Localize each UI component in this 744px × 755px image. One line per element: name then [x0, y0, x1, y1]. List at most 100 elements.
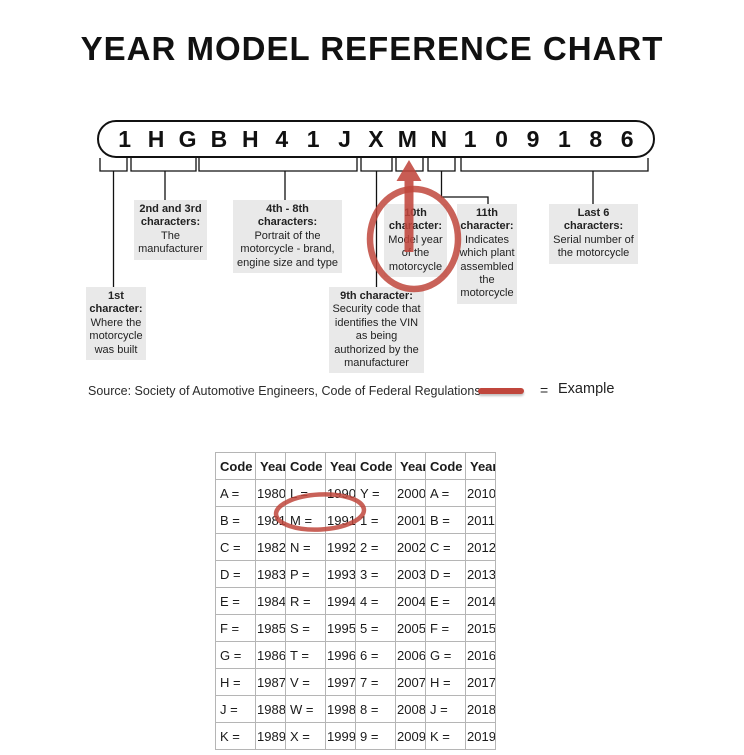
vin-char: 1	[306, 125, 320, 152]
code-cell: J =	[425, 695, 466, 723]
year-cell: 2001	[395, 506, 426, 534]
legend-label: Example	[558, 381, 615, 397]
table-header-cell: Code	[215, 452, 256, 480]
year-cell: 2002	[395, 533, 426, 561]
table-header-cell: Year	[465, 452, 496, 480]
vin-char: X	[368, 125, 384, 152]
table-row: H = 1987 V = 1997 7 = 2007 H = 2017	[215, 668, 496, 696]
vin-char: M	[397, 125, 417, 152]
callout-title: 10th character:	[388, 207, 443, 233]
code-cell: B =	[425, 506, 466, 534]
code-cell: C =	[215, 533, 256, 561]
code-cell: G =	[425, 641, 466, 669]
year-cell: 1991	[325, 506, 356, 534]
year-cell: 1986	[255, 641, 286, 669]
code-cell: B =	[215, 506, 256, 534]
vin-char: B	[210, 125, 228, 152]
legend-equals: =	[540, 382, 549, 398]
callout-9th-character: 9th character: Security code that identi…	[329, 287, 424, 374]
vin-char: J	[338, 125, 351, 152]
code-cell: 4 =	[355, 587, 396, 615]
year-cell: 1988	[255, 695, 286, 723]
table-row: F = 1985 S = 1995 5 = 2005 F = 2015	[215, 614, 496, 642]
year-cell: 1994	[325, 587, 356, 615]
vin-char: G	[178, 125, 197, 152]
year-cell: 1989	[255, 722, 286, 750]
code-cell: F =	[425, 614, 466, 642]
code-cell: A =	[215, 479, 256, 507]
code-cell: E =	[215, 587, 256, 615]
code-cell: V =	[285, 668, 326, 696]
table-header-cell: Year	[325, 452, 356, 480]
code-cell: 8 =	[355, 695, 396, 723]
table-header-cell: Code	[425, 452, 466, 480]
year-cell: 1985	[255, 614, 286, 642]
table-row: K = 1989 X = 1999 9 = 2009 K = 2019	[215, 722, 496, 750]
year-cell: 2016	[465, 641, 496, 669]
table-row: J = 1988 W = 1998 8 = 2008 J = 2018	[215, 695, 496, 723]
code-cell: 6 =	[355, 641, 396, 669]
year-cell: 2000	[395, 479, 426, 507]
code-cell: L =	[285, 479, 326, 507]
vin-char: 8	[589, 125, 603, 152]
callout-1st-character: 1st character: Where the motorcycle was …	[86, 287, 146, 361]
year-cell: 1980	[255, 479, 286, 507]
code-cell: 9 =	[355, 722, 396, 750]
callout-last-6-characters: Last 6 characters: Serial number of the …	[549, 204, 638, 264]
code-cell: 5 =	[355, 614, 396, 642]
table-row: C = 1982 N = 1992 2 = 2002 C = 2012	[215, 533, 496, 561]
year-cell: 1992	[325, 533, 356, 561]
code-cell: W =	[285, 695, 326, 723]
code-cell: K =	[425, 722, 466, 750]
vin-char: 4	[275, 125, 289, 152]
callout-title: 4th - 8th characters:	[257, 203, 318, 229]
year-cell: 1996	[325, 641, 356, 669]
callout-title: 11th character:	[460, 207, 514, 233]
callout-title: 1st character:	[89, 290, 143, 316]
callout-10th-character: 10th character: Model year of the motorc…	[384, 204, 447, 278]
year-code-table: Code Year Code Year Code Year Code Year A = 1980…	[215, 452, 496, 750]
callout-body: Security code that identifies the VIN as…	[332, 303, 421, 370]
code-cell: P =	[285, 560, 326, 588]
page-title: YEAR MODEL REFERENCE CHART	[80, 30, 664, 67]
year-cell: 1990	[325, 479, 356, 507]
code-cell: 7 =	[355, 668, 396, 696]
year-cell: 2007	[395, 668, 426, 696]
code-cell: H =	[425, 668, 466, 696]
year-cell: 1997	[325, 668, 356, 696]
year-cell: 2005	[395, 614, 426, 642]
code-cell: D =	[215, 560, 256, 588]
year-cell: 1995	[325, 614, 356, 642]
table-row: D = 1983 P = 1993 3 = 2003 D = 2013	[215, 560, 496, 588]
year-cell: 2004	[395, 587, 426, 615]
table-header-cell: Code	[355, 452, 396, 480]
vin-char: 6	[620, 125, 634, 152]
callout-title: 9th character:	[340, 290, 413, 302]
code-cell: C =	[425, 533, 466, 561]
source-text: Source: Society of Automotive Engineers,…	[88, 384, 481, 398]
callout-11th-character: 11th character: Indicates which plant as…	[457, 204, 517, 304]
code-cell: 1 =	[355, 506, 396, 534]
code-cell: N =	[285, 533, 326, 561]
code-cell: J =	[215, 695, 256, 723]
year-cell: 1984	[255, 587, 286, 615]
callout-body: Model year of the motorcycle	[388, 233, 443, 273]
example-line-icon	[478, 388, 524, 394]
year-cell: 1987	[255, 668, 286, 696]
code-cell: E =	[425, 587, 466, 615]
year-cell: 2013	[465, 560, 496, 588]
vin-char: H	[147, 125, 165, 152]
callout-title: Last 6 characters:	[563, 207, 624, 233]
year-cell: 2003	[395, 560, 426, 588]
year-cell: 2018	[465, 695, 496, 723]
vin-char: 0	[495, 125, 508, 152]
year-cell: 2008	[395, 695, 426, 723]
callout-body: Indicates which plant assembled the moto…	[459, 233, 515, 300]
code-cell: G =	[215, 641, 256, 669]
year-cell: 1999	[325, 722, 356, 750]
year-cell: 2017	[465, 668, 496, 696]
callout-title: 2nd and 3rd characters:	[139, 203, 202, 229]
callout-2nd-3rd-characters: 2nd and 3rd characters: The manufacturer	[134, 200, 207, 260]
